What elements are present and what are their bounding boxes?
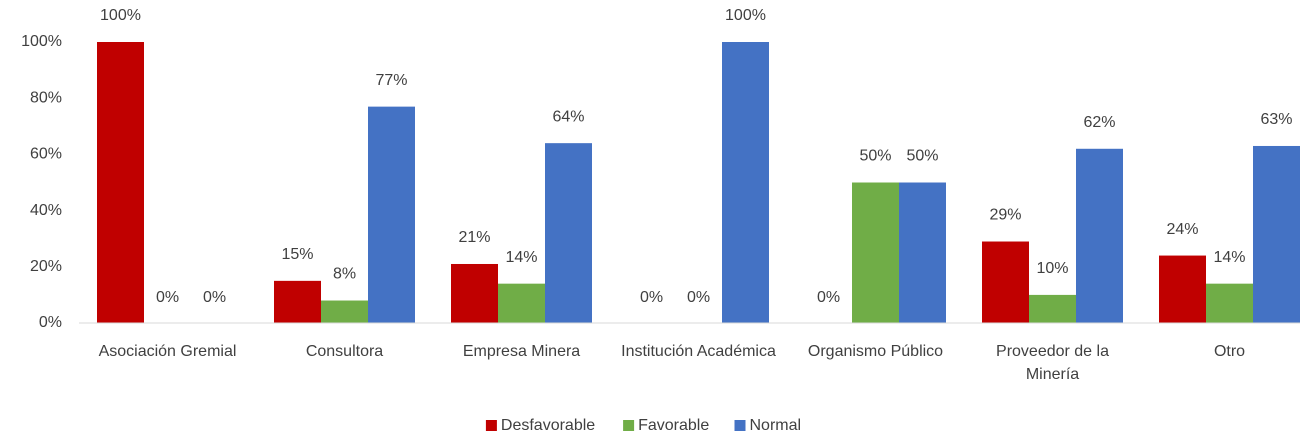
y-tick-label: 20% xyxy=(30,258,62,275)
data-label: 0% xyxy=(156,289,179,306)
bar xyxy=(1253,145,1300,323)
bar xyxy=(274,280,321,323)
data-label: 64% xyxy=(552,108,584,125)
data-label: 0% xyxy=(687,289,710,306)
y-tick-label: 60% xyxy=(30,146,62,163)
data-label: 62% xyxy=(1083,114,1115,131)
bar xyxy=(1029,294,1076,323)
legend-label: Favorable xyxy=(638,417,709,434)
y-tick-label: 100% xyxy=(21,33,62,50)
y-tick-label: 0% xyxy=(39,314,62,331)
data-label: 29% xyxy=(989,207,1021,224)
bar xyxy=(1076,148,1123,323)
x-tick-label: Consultora xyxy=(305,343,384,360)
data-label: 63% xyxy=(1260,111,1292,128)
legend-swatch xyxy=(623,420,635,431)
bar xyxy=(899,182,946,323)
data-label: 100% xyxy=(725,7,766,24)
x-tick-label: Organismo Público xyxy=(807,343,944,360)
y-tick-label: 80% xyxy=(30,89,62,106)
bar xyxy=(852,182,899,323)
data-label: 14% xyxy=(505,249,537,266)
legend-swatch xyxy=(485,420,497,431)
x-tick-label: Otro xyxy=(1213,343,1246,360)
bar xyxy=(1206,283,1253,323)
bar xyxy=(982,241,1029,323)
legend-label: Desfavorable xyxy=(501,417,595,434)
bar xyxy=(1159,255,1206,323)
data-label: 100% xyxy=(100,7,141,24)
legend-label: Normal xyxy=(750,417,802,434)
data-label: 14% xyxy=(1213,249,1245,266)
x-tick-label: Empresa Minera xyxy=(462,343,581,360)
x-tick-label: Proveedor de la Minería xyxy=(996,343,1109,383)
data-label: 50% xyxy=(906,148,938,165)
bar xyxy=(321,300,368,323)
data-label: 0% xyxy=(817,289,840,306)
data-label: 0% xyxy=(640,289,663,306)
y-tick-label: 40% xyxy=(30,202,62,219)
bar xyxy=(97,42,144,323)
bar xyxy=(498,283,545,323)
data-label: 24% xyxy=(1166,221,1198,238)
bar xyxy=(722,42,769,323)
bar xyxy=(451,263,498,323)
legend-swatch xyxy=(734,420,746,431)
data-label: 8% xyxy=(333,266,356,283)
data-label: 77% xyxy=(375,72,407,89)
data-label: 0% xyxy=(203,289,226,306)
x-tick-label: Institución Académica xyxy=(621,343,776,360)
data-label: 10% xyxy=(1036,260,1068,277)
bar xyxy=(368,106,415,323)
x-tick-label: Asociación Gremial xyxy=(98,343,237,360)
data-label: 21% xyxy=(458,229,490,246)
data-label: 50% xyxy=(859,148,891,165)
data-label: 15% xyxy=(281,246,313,263)
bar xyxy=(545,143,592,323)
